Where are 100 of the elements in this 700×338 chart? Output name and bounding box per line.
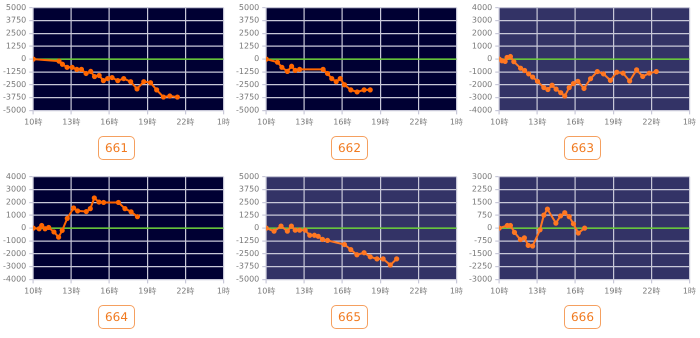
y-tick-label: -1250	[2, 67, 26, 76]
x-tick-label: 13時	[295, 117, 314, 126]
x-tick-label: 13時	[528, 286, 546, 296]
text: 665	[331, 305, 368, 329]
x-tick-label: 13時	[295, 286, 314, 296]
point	[553, 220, 558, 226]
x-tick-label: 1時	[216, 117, 230, 126]
x-tick-label: 1時	[450, 286, 463, 296]
point	[537, 227, 543, 232]
y-tick-label: 5000	[6, 2, 26, 12]
y-tick-label: -3750	[2, 92, 26, 102]
y-tick-label: -5000	[2, 105, 26, 114]
y-tick-label: -3750	[236, 92, 260, 102]
y-tick-label: 0	[487, 54, 492, 64]
y-tick-label: -2500	[236, 248, 260, 258]
y-tick-label: 2500	[238, 198, 260, 207]
text: 662	[331, 136, 368, 160]
y-tick-label: 0	[254, 223, 260, 232]
point	[576, 230, 581, 236]
point	[566, 214, 572, 220]
y-tick-label: 1000	[6, 210, 26, 220]
y-tick-label: 2500	[238, 28, 260, 38]
x-tick-label: 16時	[333, 117, 352, 126]
point	[512, 230, 518, 235]
y-tick-label: -5000	[236, 105, 260, 114]
y-tick-label: 3000	[6, 184, 26, 194]
text: 661	[98, 136, 135, 160]
y-tick-label: 3000	[472, 172, 492, 181]
x-tick-label: 16時	[100, 286, 118, 296]
y-tick-label: 2250	[472, 184, 492, 194]
y-tick-label: -1000	[2, 236, 26, 246]
y-tick-label: -2250	[468, 262, 492, 271]
x-tick-label: 16時	[566, 286, 584, 296]
x-tick-label: 16時	[566, 117, 584, 126]
y-tick-label: -2500	[2, 80, 26, 89]
point	[562, 210, 568, 216]
point	[518, 236, 523, 242]
y-tick-label: -4000	[2, 274, 26, 284]
x-tick-label: 13時	[62, 117, 80, 126]
y-tick-label: -2500	[236, 80, 260, 89]
y-tick-label: 5000	[238, 172, 260, 181]
y-tick-label: 1500	[472, 198, 492, 207]
y-tick-label: 1250	[6, 41, 26, 50]
x-tick-label: 1時	[682, 286, 696, 296]
y-tick-label: 1000	[472, 41, 492, 50]
y-tick-label: -1500	[468, 248, 492, 258]
point	[558, 213, 564, 219]
y-tick-label: 2000	[6, 198, 26, 207]
x-tick-label: 22時	[642, 286, 661, 296]
x-tick-label: 19時	[604, 286, 622, 296]
y-tick-label: -2000	[468, 80, 492, 89]
x-tick-label: 10時	[24, 286, 42, 296]
y-tick-label: -3750	[236, 262, 260, 271]
x-tick-label: 10時	[257, 286, 276, 296]
y-tick-label: 4000	[472, 2, 492, 12]
y-tick-label: -4000	[468, 105, 492, 114]
y-tick-label: 4000	[6, 172, 26, 181]
x-tick-label: 19時	[604, 117, 622, 126]
y-tick-label: 2000	[472, 28, 492, 38]
y-tick-label: 1250	[238, 41, 260, 50]
y-tick-label: -3000	[468, 274, 492, 284]
y-tick-label: 1250	[238, 210, 260, 220]
y-tick-label: 3750	[238, 184, 260, 194]
y-tick-label: -5000	[236, 274, 260, 284]
y-tick-label: -750	[474, 236, 492, 246]
y-tick-label: 0	[21, 54, 26, 64]
text: 666	[564, 305, 601, 329]
x-tick-label: 19時	[371, 117, 390, 126]
x-tick-label: 1時	[682, 117, 696, 126]
x-tick-label: 22時	[176, 286, 195, 296]
y-tick-label: -3000	[468, 92, 492, 102]
y-tick-label: -2000	[2, 248, 26, 258]
x-tick-label: 10時	[257, 117, 276, 126]
y-tick-label: 3000	[472, 16, 492, 25]
text: 663	[564, 136, 601, 160]
x-tick-label: 22時	[176, 117, 195, 126]
y-tick-label: -1250	[236, 67, 260, 76]
x-tick-label: 1時	[216, 286, 230, 296]
x-tick-label: 22時	[409, 117, 428, 126]
y-tick-label: 3750	[6, 16, 26, 25]
point	[570, 221, 576, 226]
y-tick-label: 750	[476, 210, 492, 220]
x-tick-label: 16時	[333, 286, 352, 296]
point	[541, 212, 546, 218]
y-tick-label: -1250	[236, 236, 260, 246]
x-tick-label: 19時	[138, 286, 156, 296]
y-tick-label: 0	[487, 223, 492, 232]
y-tick-label: -3000	[2, 262, 26, 271]
y-tick-label: 5000	[238, 2, 260, 12]
point	[582, 226, 588, 231]
x-tick-label: 13時	[528, 117, 546, 126]
y-tick-label: -1000	[468, 67, 492, 76]
y-tick-label: 3750	[238, 16, 260, 25]
x-tick-label: 19時	[371, 286, 390, 296]
y-tick-label: 0	[254, 54, 260, 64]
x-tick-label: 16時	[100, 117, 118, 126]
x-tick-label: 1時	[450, 117, 463, 126]
x-tick-label: 10時	[24, 117, 42, 126]
x-tick-label: 22時	[642, 117, 661, 126]
y-tick-label: 0	[21, 223, 26, 232]
